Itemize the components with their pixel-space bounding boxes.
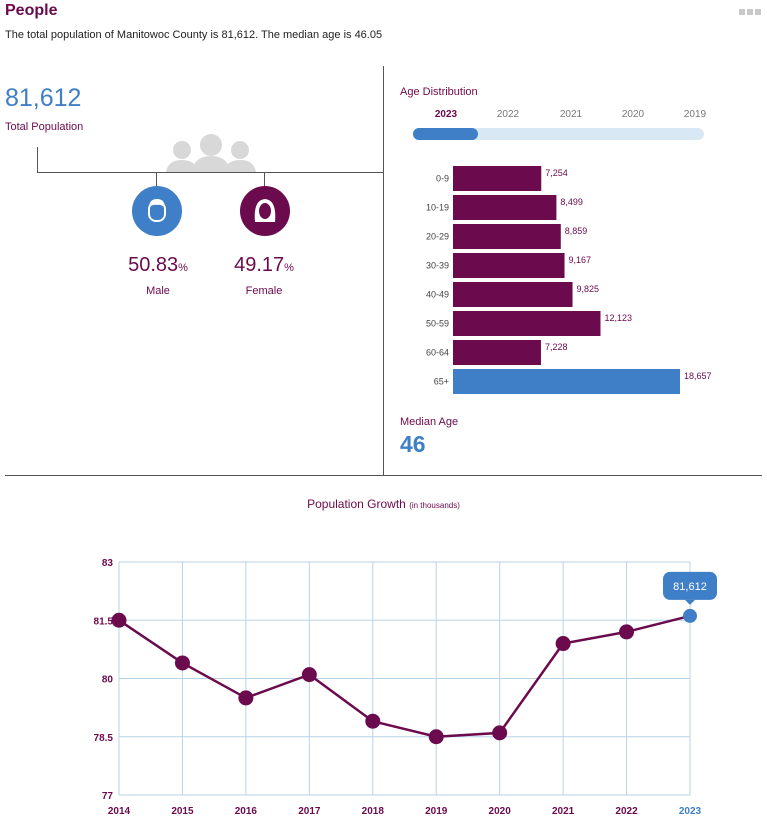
connector-line xyxy=(37,172,383,173)
total-population-label: Total Population xyxy=(5,121,84,133)
y-tick-label: 77 xyxy=(102,791,114,802)
male-label: Male xyxy=(146,285,170,297)
data-point xyxy=(365,713,381,729)
age-bar xyxy=(453,166,542,191)
age-category-label: 50-59 xyxy=(426,319,449,329)
female-icon xyxy=(240,186,290,236)
population-growth-chart: 83 81.5 80 78.5 77 2014 2015 2016 2017 2018 2019 20… xyxy=(94,558,717,817)
x-tick-label: 2017 xyxy=(298,806,321,817)
connector-line xyxy=(156,172,157,186)
age-value-label: 7,254 xyxy=(545,168,568,178)
age-bar xyxy=(453,224,561,249)
male-icon xyxy=(132,186,182,236)
age-value-label: 7,228 xyxy=(545,342,568,352)
y-tick-label: 81.5 xyxy=(94,616,114,627)
connector-line xyxy=(264,172,265,186)
series-line xyxy=(118,614,691,739)
connector-line xyxy=(37,147,38,172)
year-tab-2023[interactable]: 2023 xyxy=(434,109,458,120)
age-distribution-chart: 0-9 7,254 10-19 8,499 20-29 8,859 30-39 9,167 40… xyxy=(426,166,712,394)
y-tick-label: 83 xyxy=(102,558,114,569)
x-tick-label: 2020 xyxy=(489,806,512,817)
data-point xyxy=(619,624,635,640)
male-percentage: 50.83% xyxy=(128,254,188,276)
people-group-icon xyxy=(166,134,256,172)
data-point xyxy=(492,725,508,741)
age-category-label: 65+ xyxy=(434,377,449,387)
summary-text: The total population of Manitowoc County… xyxy=(5,29,383,41)
data-point xyxy=(174,655,190,671)
age-category-label: 40-49 xyxy=(426,290,449,300)
age-bar xyxy=(453,311,601,336)
population-growth-title: Population Growth (in thousands) xyxy=(307,497,460,511)
x-tick-label: 2015 xyxy=(171,806,194,817)
vertical-divider xyxy=(383,66,384,475)
x-tick-label: 2014 xyxy=(108,806,131,817)
data-point xyxy=(683,608,697,623)
age-value-label: 18,657 xyxy=(684,371,712,381)
median-age-label: Median Age xyxy=(400,416,459,428)
y-tick-label: 80 xyxy=(102,675,114,686)
age-category-label: 0-9 xyxy=(436,174,449,184)
year-slider-handle[interactable] xyxy=(413,128,478,140)
data-point xyxy=(238,690,254,706)
age-category-label: 20-29 xyxy=(426,232,449,242)
tooltip-pointer xyxy=(685,599,695,605)
age-category-label: 60-64 xyxy=(426,348,449,358)
x-tick-label: 2023 xyxy=(679,806,702,817)
age-value-label: 12,123 xyxy=(605,313,633,323)
age-bar xyxy=(453,340,541,365)
x-tick-label: 2019 xyxy=(425,806,448,817)
x-tick-label: 2021 xyxy=(552,806,575,817)
data-point xyxy=(301,667,317,683)
tooltip-value: 81,612 xyxy=(673,581,707,593)
age-category-label: 30-39 xyxy=(426,261,449,271)
age-bar xyxy=(453,369,680,394)
age-bar xyxy=(453,195,557,220)
data-point xyxy=(428,729,444,745)
page-title: People xyxy=(5,2,58,19)
year-slider-track[interactable] xyxy=(413,128,704,140)
horizontal-divider xyxy=(5,475,762,476)
median-age-value: 46 xyxy=(400,431,426,457)
year-tab-2020[interactable]: 2020 xyxy=(621,109,645,120)
total-population-value: 81,612 xyxy=(5,84,82,112)
year-tab-2019[interactable]: 2019 xyxy=(683,109,707,120)
female-label: Female xyxy=(245,285,283,297)
tooltip-box xyxy=(663,571,717,600)
x-tick-label: 2018 xyxy=(362,806,385,817)
year-tab-2021[interactable]: 2021 xyxy=(559,109,583,120)
age-bar xyxy=(453,282,573,307)
x-tick-label: 2016 xyxy=(235,806,258,817)
age-value-label: 9,167 xyxy=(569,255,592,265)
age-value-label: 9,825 xyxy=(577,284,600,294)
data-point xyxy=(555,636,571,652)
data-point xyxy=(111,612,127,628)
age-distribution-title: Age Distribution xyxy=(400,86,478,98)
female-percentage: 49.17% xyxy=(234,254,294,276)
age-value-label: 8,499 xyxy=(560,197,583,207)
age-category-label: 10-19 xyxy=(426,203,449,213)
more-menu-icon[interactable] xyxy=(739,9,761,15)
age-value-label: 8,859 xyxy=(565,226,588,236)
y-tick-label: 78.5 xyxy=(94,733,114,744)
x-tick-label: 2022 xyxy=(615,806,638,817)
year-tab-2022[interactable]: 2022 xyxy=(496,109,520,120)
age-bar xyxy=(453,253,565,278)
